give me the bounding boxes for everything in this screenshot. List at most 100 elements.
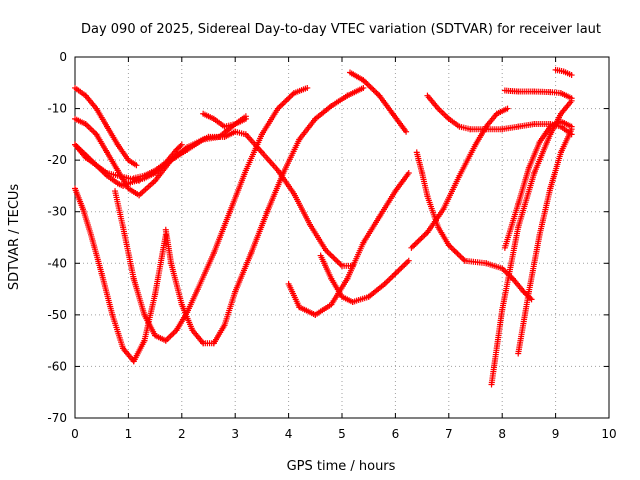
x-tick-label: 3 (231, 427, 239, 441)
x-tick-label: 9 (552, 427, 560, 441)
y-tick-label: -30 (47, 205, 67, 219)
data-point (405, 170, 412, 177)
data-point (369, 85, 376, 92)
x-axis-label: GPS time / hours (287, 459, 396, 474)
data-series (72, 141, 143, 184)
data-point (330, 254, 337, 261)
y-tick-label: -50 (47, 308, 67, 322)
data-point (420, 233, 427, 240)
chart-title: Day 090 of 2025, Sidereal Day-to-day VTE… (81, 22, 601, 37)
data-point (415, 237, 422, 244)
data-series (317, 252, 412, 305)
y-tick-label: -20 (47, 153, 67, 167)
data-series (488, 97, 575, 388)
data-point (454, 250, 461, 257)
x-tick-label: 7 (445, 427, 453, 441)
data-point (418, 234, 425, 241)
data-point (399, 263, 406, 270)
data-point (451, 247, 458, 254)
x-tick-label: 1 (125, 427, 133, 441)
data-point (277, 102, 284, 109)
data-point (136, 177, 143, 184)
data-point (364, 81, 371, 88)
data-point (333, 257, 340, 264)
data-series (112, 84, 311, 344)
data-series (285, 170, 412, 318)
data-point (304, 84, 311, 91)
data-point (403, 128, 410, 135)
data-point (393, 269, 400, 276)
data-point (363, 80, 370, 87)
data-marks (72, 66, 575, 388)
data-point (337, 261, 344, 268)
data-point (286, 94, 293, 101)
x-tick-label: 2 (178, 427, 186, 441)
data-point (405, 257, 412, 264)
data-point (568, 126, 575, 133)
data-point (412, 240, 419, 247)
data-point (528, 296, 535, 303)
y-axis-label: SDTVAR / TECUs (7, 184, 22, 291)
data-series (501, 87, 575, 102)
data-point (373, 89, 380, 96)
data-series (424, 92, 575, 138)
data-series (515, 126, 575, 357)
data-point (568, 72, 575, 79)
grid (75, 57, 609, 418)
data-series (130, 141, 185, 182)
data-point (396, 266, 403, 273)
x-tick-label: 5 (338, 427, 346, 441)
data-point (370, 87, 377, 94)
data-point (458, 254, 465, 261)
data-point (401, 262, 408, 269)
x-tick-label: 6 (392, 427, 400, 441)
data-point (455, 252, 462, 259)
data-point (242, 115, 249, 122)
data-point (457, 253, 464, 260)
y-tick-label: -40 (47, 256, 67, 270)
data-point (404, 259, 411, 266)
x-tick-label: 10 (601, 427, 616, 441)
data-series (200, 110, 249, 130)
data-point (366, 82, 373, 89)
data-point (408, 244, 415, 251)
data-point (367, 84, 374, 91)
data-point (395, 267, 402, 274)
data-series (413, 149, 535, 303)
data-series (552, 66, 575, 79)
data-point (283, 97, 290, 104)
data-point (178, 141, 185, 148)
data-point (282, 98, 289, 105)
y-tick-label: 0 (59, 50, 67, 64)
data-point (450, 246, 457, 253)
data-point (331, 255, 338, 262)
axis-ticks: 0 1 2 3 4 5 6 7 8 9 10 0 -10 -20 -30 -40 -50 -60 -70 (47, 50, 616, 441)
data-point (402, 260, 409, 267)
data-point (327, 251, 334, 258)
data-series (162, 84, 367, 347)
data-series (130, 231, 169, 365)
data-series (72, 84, 140, 169)
y-tick-label: -10 (47, 102, 67, 116)
data-point (280, 99, 287, 106)
data-point (417, 236, 424, 243)
data-point (285, 95, 292, 102)
data-point (568, 97, 575, 104)
x-tick-label: 8 (498, 427, 506, 441)
data-point (372, 88, 379, 95)
x-tick-label: 4 (285, 427, 293, 441)
y-tick-label: -70 (47, 411, 67, 425)
data-point (398, 264, 405, 271)
data-point (279, 101, 286, 108)
data-point (409, 243, 416, 250)
data-point (411, 242, 418, 249)
data-series (501, 118, 575, 251)
data-point (325, 250, 332, 257)
data-point (504, 105, 511, 112)
data-point (421, 232, 428, 239)
y-tick-label: -60 (47, 359, 67, 373)
data-series (347, 69, 410, 135)
data-series (72, 113, 249, 189)
data-point (448, 245, 455, 252)
